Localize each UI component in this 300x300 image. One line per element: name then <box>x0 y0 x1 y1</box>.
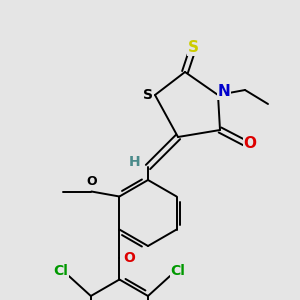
Text: S: S <box>143 88 153 102</box>
Text: H: H <box>129 155 141 169</box>
Text: Cl: Cl <box>171 264 185 278</box>
Text: S: S <box>188 40 199 56</box>
Text: O: O <box>244 136 256 151</box>
Text: O: O <box>124 250 135 265</box>
Text: N: N <box>218 85 230 100</box>
Text: Cl: Cl <box>53 264 68 278</box>
Text: O: O <box>86 175 97 188</box>
